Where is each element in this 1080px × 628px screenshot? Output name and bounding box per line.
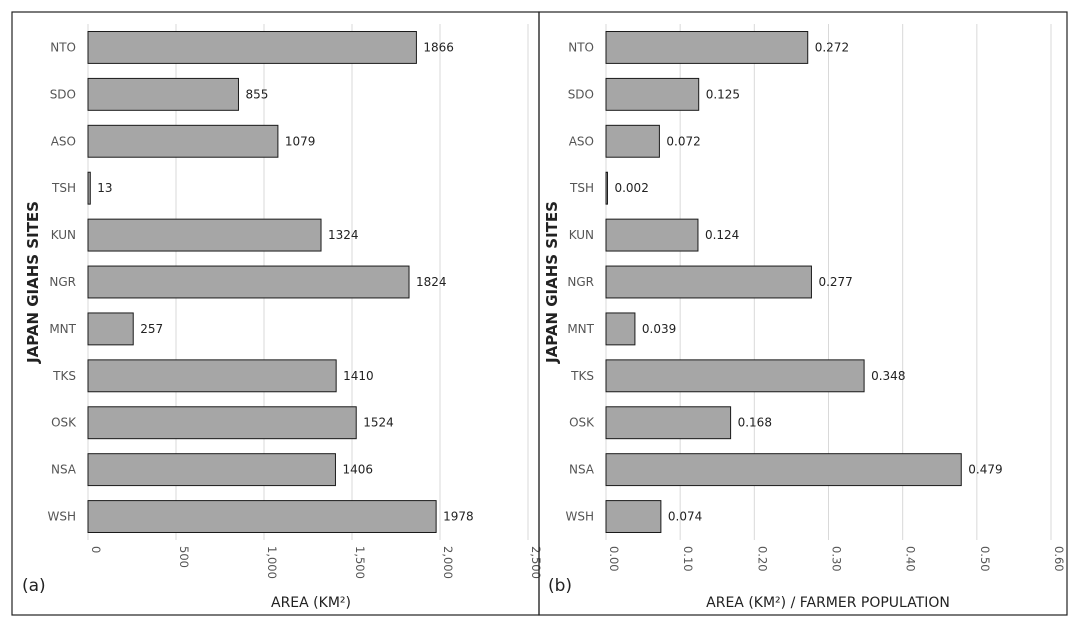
category-label: SDO [50, 87, 76, 101]
data-label: 0.124 [705, 228, 739, 242]
panel-a-bars [87, 31, 437, 533]
bar [87, 124, 279, 158]
data-label: 1524 [363, 416, 394, 430]
bar [605, 453, 962, 487]
x-tick-label: 0.30 [830, 546, 844, 572]
panel-b-value-labels: 0.272 0.125 0.072 0.002 0.124 0.277 0.039 0.348… [614, 40, 1002, 523]
panel-b-label: (b) [548, 576, 572, 596]
category-label: KUN [569, 228, 594, 242]
category-label: ASO [569, 134, 594, 148]
data-label: 13 [97, 181, 112, 195]
category-label: KUN [51, 228, 76, 242]
category-label: TSH [51, 181, 76, 195]
category-label: NSA [569, 463, 595, 477]
data-label: 0.074 [668, 510, 702, 524]
data-label: 1324 [328, 228, 359, 242]
category-label: NTO [568, 40, 594, 54]
panel-a-category-labels: NTO SDO ASO TSH KUN NGR MNT TKS OSK NSA WSH [47, 40, 77, 523]
bar [87, 265, 410, 299]
panel-b-tick-labels: 0.00 0.10 0.20 0.30 0.40 0.50 0.60 [607, 546, 1066, 572]
category-label: NSA [51, 463, 77, 477]
x-tick-label: 1,500 [353, 546, 367, 579]
x-tick-label: 0.20 [755, 546, 769, 572]
x-tick-label: 2,000 [441, 546, 455, 579]
x-tick-label: 0.60 [1052, 546, 1066, 572]
x-tick-label: 0.10 [681, 546, 695, 572]
x-tick-label: 500 [177, 546, 191, 568]
category-label: NGR [567, 275, 594, 289]
data-label: 1978 [443, 510, 474, 524]
bar [87, 500, 437, 533]
data-label: 0.039 [642, 322, 676, 336]
data-label: 0.125 [706, 87, 740, 101]
panel-b-category-labels: NTO SDO ASO TSH KUN NGR MNT TKS OSK NSA WSH [565, 40, 595, 523]
bar [605, 31, 809, 64]
panel-a-label: (a) [22, 576, 46, 596]
x-tick-label: 0.00 [607, 546, 621, 572]
data-label: 0.002 [614, 181, 648, 195]
category-label: OSK [51, 416, 77, 430]
data-label: 257 [140, 322, 163, 336]
data-label: 1824 [416, 275, 447, 289]
panel-b-bars [605, 31, 962, 533]
panel-a: NTO SDO ASO TSH KUN NGR MNT TKS OSK NSA WSH 1866 85… [11, 11, 543, 616]
bar [87, 359, 337, 393]
bar [605, 124, 660, 158]
panel-a-xlabel: AREA (KM²) [271, 595, 351, 611]
data-label: 0.168 [738, 416, 772, 430]
bar [605, 359, 865, 393]
category-label: TKS [52, 369, 76, 383]
bar [87, 218, 322, 252]
bar [605, 500, 662, 533]
panel-a-tick-labels: 0 500 1,000 1,500 2,000 2,500 [89, 546, 543, 579]
x-tick-label: 0.50 [978, 546, 992, 572]
bar [605, 77, 700, 111]
category-label: MNT [567, 322, 594, 336]
panel-b-ylabel: JAPAN GIAHS SITES [543, 201, 561, 364]
x-tick-label: 0.40 [904, 546, 918, 572]
category-label: SDO [568, 87, 594, 101]
panel-b-xlabel: AREA (KM²) / FARMER POPULATION [706, 595, 950, 611]
data-label: 0.277 [818, 275, 852, 289]
bar [605, 218, 699, 252]
bar [87, 406, 357, 440]
data-label: 0.272 [815, 40, 849, 54]
bar [87, 31, 417, 64]
category-label: MNT [49, 322, 76, 336]
data-label: 0.479 [968, 463, 1002, 477]
data-label: 1079 [285, 134, 316, 148]
category-label: OSK [569, 416, 595, 430]
bar [87, 453, 336, 487]
x-tick-label: 1,000 [265, 546, 279, 579]
category-label: WSH [47, 510, 76, 524]
data-label: 0.348 [871, 369, 905, 383]
category-label: WSH [565, 510, 594, 524]
category-label: NGR [49, 275, 76, 289]
bar [87, 171, 91, 205]
category-label: TSH [569, 181, 594, 195]
data-label: 855 [245, 87, 268, 101]
data-label: 1406 [342, 463, 373, 477]
bar [87, 312, 134, 346]
panel-a-ylabel: JAPAN GIAHS SITES [24, 201, 42, 364]
x-tick-label: 2,500 [529, 546, 543, 579]
category-label: NTO [50, 40, 76, 54]
category-label: ASO [51, 134, 76, 148]
panel-b-frame [538, 11, 1068, 616]
bar [605, 171, 608, 205]
bar [87, 77, 239, 111]
x-tick-label: 0 [89, 546, 103, 553]
data-label: 1410 [343, 369, 374, 383]
data-label: 0.072 [666, 134, 700, 148]
panel-a-value-labels: 1866 855 1079 13 1324 1824 257 1410 1524 1406 1978 [97, 40, 473, 523]
bar [605, 265, 812, 299]
bar [605, 406, 732, 440]
bar [605, 312, 636, 346]
data-label: 1866 [423, 40, 454, 54]
category-label: TKS [570, 369, 594, 383]
